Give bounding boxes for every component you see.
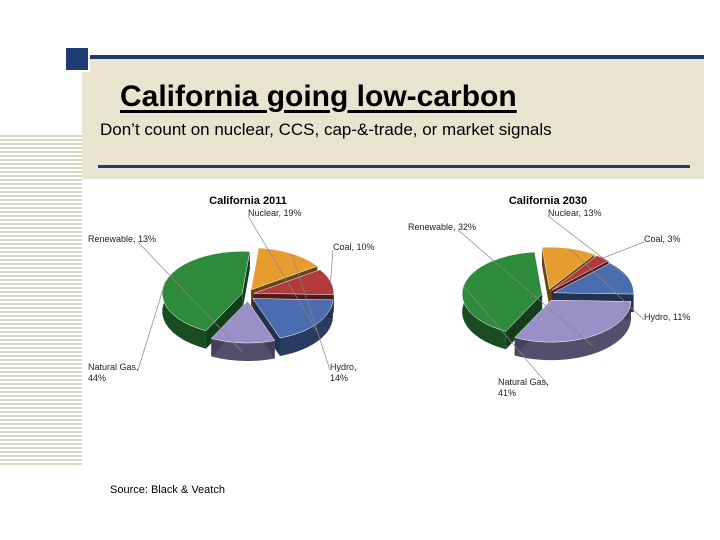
pie-2011: Natural Gas,44%Hydro,14%Coal, 10%Nuclear… [98,195,398,415]
slice-label: Natural Gas,44% [88,362,139,383]
slice-label: Coal, 3% [644,234,681,244]
leader-line [603,242,644,258]
slice-label: Hydro, 11% [644,312,690,322]
corner-accent [64,46,90,72]
left-stripe-pattern [0,135,82,465]
pie-2030: Natural Gas,41% Hydro, 11% Coal, 3% Nuclear… [398,195,698,415]
slice-label: Nuclear, 19% [248,208,302,218]
chart-2011: California 2011 Natural Gas,44%Hydro,14%… [98,195,398,415]
slice-label: Renewable, 13% [88,234,156,244]
chart-2030: California 2030 Natural Gas,41% Hydro, 11… [398,195,698,415]
chart-2011-title: California 2011 [98,195,398,207]
slice-label: Renewable, 32% [408,222,476,232]
leader-line [331,250,333,282]
slice-label: Hydro,14% [330,362,357,383]
header-underline [98,165,690,168]
slice-label: Nuclear, 13% [548,208,602,218]
page-subtitle: Don’t count on nuclear, CCS, cap-&-trade… [100,120,552,140]
header-band [82,55,704,179]
source-line: Source: Black & Veatch [110,484,225,496]
charts-area: California 2011 Natural Gas,44%Hydro,14%… [98,195,700,415]
leader-line [138,282,165,370]
slice-label: Coal, 10% [333,242,375,252]
page-title: California going low-carbon [120,80,517,114]
slice-label: Natural Gas,41% [498,377,549,398]
chart-2030-title: California 2030 [398,195,698,207]
